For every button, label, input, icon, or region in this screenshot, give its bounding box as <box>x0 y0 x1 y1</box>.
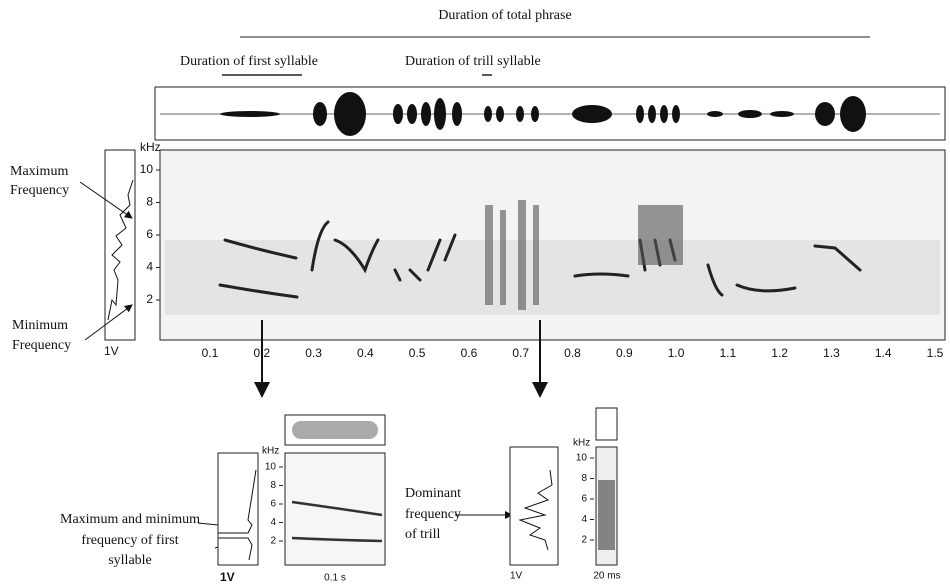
max-label: Frequency <box>10 183 69 198</box>
waveform-fill <box>292 421 378 439</box>
min-label: Minimum <box>12 318 68 333</box>
x-tick-label: 1.5 <box>927 346 944 360</box>
y-tick-label: 6 <box>581 494 587 505</box>
y-tick-label: 10 <box>140 162 154 176</box>
power-spectrum <box>217 452 259 566</box>
main-spectrogram <box>159 149 946 341</box>
first-syllable-label: Duration of first syllable <box>180 54 318 69</box>
x-tick-label: 0.3 <box>305 346 322 360</box>
y-tick-label: 8 <box>581 473 587 484</box>
trill-syllable-label: Duration of trill syllable <box>405 54 541 69</box>
syllable-trace <box>291 500 383 543</box>
y-tick-label: 2 <box>146 292 153 306</box>
first-panel-label: frequency of first <box>81 533 178 548</box>
amplitude-label: 1V <box>510 571 523 582</box>
y-tick-label: 4 <box>146 260 153 274</box>
first-panel-label: syllable <box>108 553 152 568</box>
x-tick-label: 1.3 <box>823 346 840 360</box>
y-tick-label: 4 <box>581 514 587 525</box>
y-unit: kHz <box>573 438 590 449</box>
waveform <box>154 86 946 141</box>
x-tick-label: 0.8 <box>564 346 581 360</box>
total-phrase-label: Duration of total phrase <box>438 8 571 23</box>
x-tick-label: 0.7 <box>512 346 529 360</box>
x-tick-label: 1.4 <box>875 346 892 360</box>
x-tick-label: 0.9 <box>616 346 633 360</box>
y-unit: kHz <box>262 446 279 457</box>
y-tick-label: 6 <box>270 499 276 510</box>
trill-fill <box>598 480 615 550</box>
power-curve <box>107 179 134 321</box>
y-tick-label: 2 <box>270 536 276 547</box>
power-spectrum <box>509 446 559 566</box>
amplitude-label: 1V <box>104 344 119 358</box>
trill-panel-label: frequency <box>405 507 461 522</box>
power-curve <box>518 469 553 551</box>
min-arrow <box>84 304 133 341</box>
x-tick-label: 0.6 <box>461 346 478 360</box>
max-label: Maximum <box>10 164 68 179</box>
y-tick-label: 2 <box>581 535 587 546</box>
max-arrow <box>79 181 133 219</box>
x-tick-label: 0.1 <box>202 346 219 360</box>
power-curve <box>218 469 257 561</box>
y-tick-label: 4 <box>270 517 276 528</box>
y-unit: kHz <box>140 140 161 154</box>
first-panel-label: Maximum and minimum <box>60 512 200 527</box>
x-tick-label: 1.0 <box>668 346 685 360</box>
amplitude-label: 1V <box>220 570 235 584</box>
y-tick-label: 8 <box>146 195 153 209</box>
waveform <box>595 407 618 441</box>
y-tick-label: 6 <box>146 227 153 241</box>
y-tick-label: 10 <box>576 453 588 464</box>
time-scale: 0.1 s <box>324 573 346 584</box>
x-tick-label: 0.4 <box>357 346 374 360</box>
x-tick-label: 1.2 <box>771 346 788 360</box>
trill-panel-label: Dominant <box>405 486 461 501</box>
trill-panel-label: of trill <box>405 527 440 542</box>
min-label: Frequency <box>12 338 71 353</box>
time-scale: 20 ms <box>593 571 620 582</box>
y-tick-label: 10 <box>265 462 277 473</box>
x-tick-label: 0.5 <box>409 346 426 360</box>
x-tick-label: 1.1 <box>720 346 737 360</box>
y-tick-label: 8 <box>270 480 276 491</box>
